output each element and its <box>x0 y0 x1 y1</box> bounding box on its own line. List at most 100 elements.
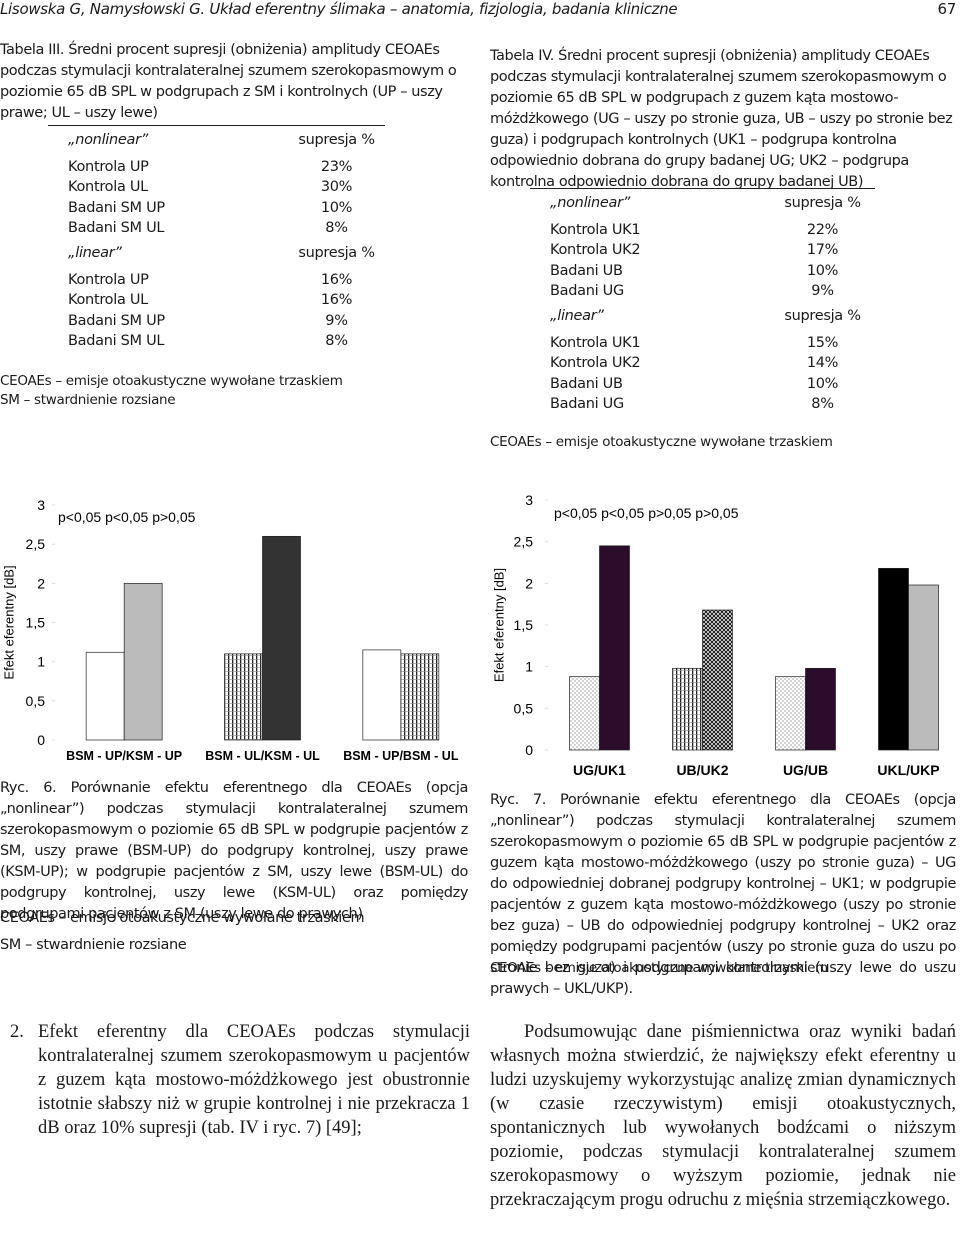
column-header: supresja % <box>298 244 375 261</box>
column-header: „nonlinear” <box>68 132 148 148</box>
table-cell: 15% <box>806 334 839 351</box>
table-cell: Badani UB <box>550 375 623 392</box>
y-tick-label: 3 <box>37 497 45 513</box>
figure-caption: Ryc. 6. Porównanie efektu eferentnego dl… <box>0 780 468 922</box>
table-row: Kontrola UP 23% <box>48 157 385 178</box>
table-cell: 14% <box>806 355 839 372</box>
table-row: Badani UG 9% <box>530 281 875 302</box>
table-cell: 16% <box>320 271 353 288</box>
x-tick-label: UKL/UKP <box>877 762 939 778</box>
running-header: Lisowska G, Namysłowski G. Układ eferent… <box>0 0 678 18</box>
table-cell: Kontrola UP <box>68 271 149 288</box>
table-row: Badani SM UL 8% <box>48 331 385 352</box>
page-number: 67 <box>937 0 957 18</box>
table-cell: 10% <box>806 262 839 279</box>
table: „nonlinear” supresja % Kontrola UK1 22% Kont… <box>530 188 875 415</box>
table-header-row: „linear” supresja % <box>48 243 385 264</box>
table-cell: Badani SM UP <box>68 199 165 216</box>
table-cell: Badani UB <box>550 262 623 279</box>
y-tick-label: 3 <box>525 492 533 508</box>
table-header-row: „nonlinear” supresja % <box>530 193 875 214</box>
table-row: Kontrola UK2 17% <box>530 240 875 261</box>
table-row: Badani UG 8% <box>530 394 875 415</box>
table-note: CEOAEs – emisje otoakustyczne wywołane t… <box>490 434 833 450</box>
x-tick-label: UG/UK1 <box>573 762 626 778</box>
table-cell: 22% <box>806 221 839 238</box>
bar <box>878 567 909 751</box>
column-header: „linear” <box>550 307 604 324</box>
column-header: supresja % <box>784 195 861 211</box>
bar <box>908 584 939 751</box>
chart: 0 0,5 1 1,5 2 2,5 3 Efekt eferentny [dB] p<0,05 … <box>491 492 939 778</box>
x-tick-label: UG/UB <box>783 762 828 778</box>
table-cell: 17% <box>806 242 839 259</box>
bar <box>262 535 301 741</box>
table-row: Badani UB 10% <box>530 261 875 282</box>
table-row: Badani UB 10% <box>530 374 875 395</box>
figure-caption: Ryc. 7. Porównanie efektu eferentnego dl… <box>490 792 956 997</box>
y-tick-label: 1,5 <box>26 615 46 631</box>
table-cell: 9% <box>325 312 348 329</box>
x-tick-label: BSM - UL/KSM - UL <box>205 749 320 763</box>
table-cell: Badani SM UL <box>68 333 165 350</box>
annotation: p<0,05 p<0,05 p>0,05 p>0,05 <box>554 505 739 521</box>
paragraph: Podsumowując dane piśmiennictwa oraz wyn… <box>490 1022 956 1210</box>
table-row: Kontrola UL 16% <box>48 290 385 311</box>
table-note: CEOAEs – emisje otoakustyczne wywołane t… <box>0 373 343 389</box>
bar <box>672 667 703 751</box>
table-row: Kontrola UL 30% <box>48 177 385 198</box>
table-header-row: „nonlinear” supresja % <box>48 130 385 151</box>
bar <box>224 653 263 741</box>
bar <box>805 667 836 751</box>
table-cell: 8% <box>325 333 348 350</box>
y-tick-label: 1 <box>525 659 533 675</box>
figure-note: CEOAEs – emisje otoakustyczne wywołane t… <box>0 910 365 926</box>
table-cell: Kontrola UP <box>68 158 149 175</box>
y-tick-label: 0 <box>37 732 45 748</box>
y-tick-label: 0 <box>525 742 533 758</box>
figure-note: CEOAEs – emisje otoakustyczne wywołane t… <box>490 960 828 976</box>
chart: 0 0,5 1 1,5 2 2,5 3 Efekt eferentny [dB] p<0,05 … <box>1 497 458 763</box>
table-notes: CEOAEs – emisje otoakustyczne wywołane t… <box>0 372 466 410</box>
y-tick-label: 1,5 <box>514 617 534 633</box>
table-caption: Tabela III. Średni procent supresji (obn… <box>0 42 457 121</box>
table-cell: Kontrola UL <box>68 179 148 196</box>
y-tick-label: 0,5 <box>26 693 46 709</box>
y-tick-label: 2 <box>37 575 45 591</box>
table-cell: Kontrola UK2 <box>550 242 641 259</box>
bar <box>702 609 733 751</box>
table-row: Badani SM UP 10% <box>48 198 385 219</box>
table-cell: 8% <box>325 220 348 237</box>
table-row: Badani SM UL 8% <box>48 218 385 239</box>
table-cell: Kontrola UL <box>68 292 148 309</box>
y-axis-title: Efekt eferentny [dB] <box>491 568 506 682</box>
table-cell: 30% <box>320 179 353 196</box>
table-cell: Badani UG <box>550 283 624 300</box>
table-cell: 8% <box>811 396 834 413</box>
table-row: Kontrola UP 16% <box>48 270 385 291</box>
list-number: 2. <box>10 1022 24 1042</box>
y-tick-label: 2,5 <box>26 536 46 552</box>
column-header: „nonlinear” <box>550 195 630 211</box>
table-row: Kontrola UK1 15% <box>530 333 875 354</box>
bar <box>775 676 806 751</box>
annotation: p<0,05 p<0,05 p>0,05 <box>58 509 196 525</box>
table-row: Kontrola UK2 14% <box>530 353 875 374</box>
paragraph: Efekt eferentny dla CEOAEs podczas stymu… <box>38 1022 470 1138</box>
bar <box>123 582 163 741</box>
bar <box>599 545 630 751</box>
column-header: supresja % <box>298 132 375 148</box>
table-cell: Badani SM UL <box>68 220 165 237</box>
table-cell: 10% <box>320 199 353 216</box>
table-caption: Tabela IV. Średni procent supresji (obni… <box>490 48 953 190</box>
table-header-row: „linear” supresja % <box>530 306 875 327</box>
y-tick-label: 2 <box>525 575 533 591</box>
table-notes: CEOAEs – emisje otoakustyczne wywołane t… <box>490 433 956 452</box>
y-tick-label: 1 <box>37 654 45 670</box>
table-cell: Kontrola UK1 <box>550 221 641 238</box>
bar <box>362 649 402 741</box>
bar <box>400 653 440 741</box>
bar <box>569 676 600 751</box>
table-cell: Kontrola UK1 <box>550 334 641 351</box>
